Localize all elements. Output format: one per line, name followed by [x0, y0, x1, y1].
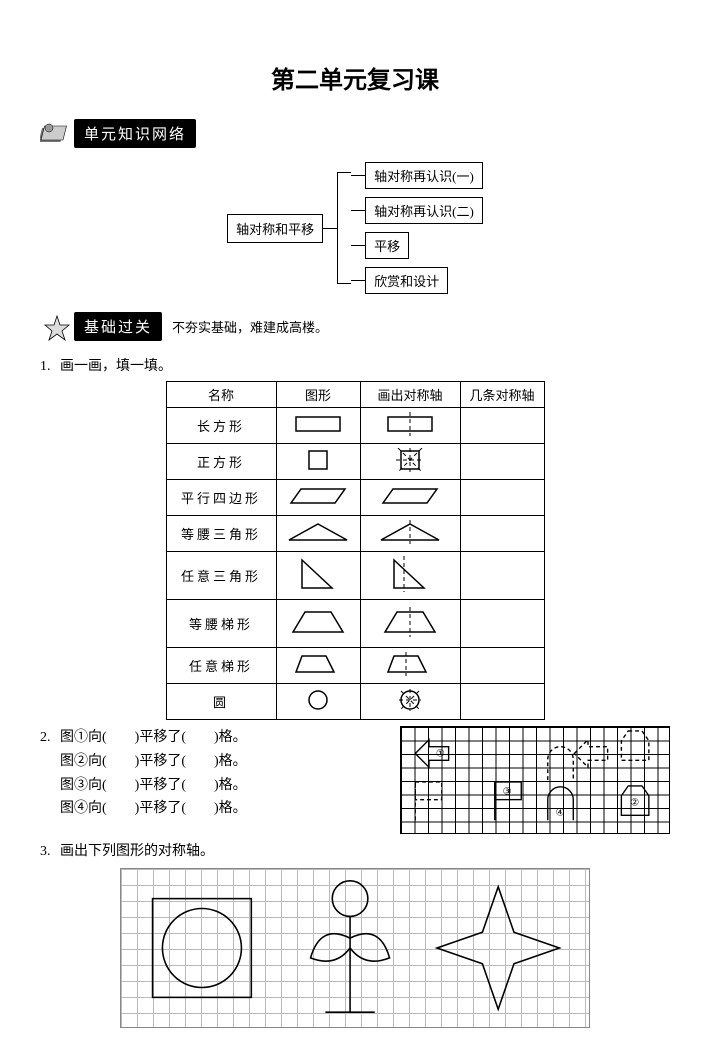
svg-text:①: ① [436, 748, 445, 759]
q1-num: 1. [40, 359, 60, 375]
shape-count [460, 684, 544, 720]
q3-shapes [121, 869, 589, 1027]
q2-line: 图②向( )平移了( )格。 [40, 750, 247, 774]
shape-name: 圆 [166, 684, 276, 720]
table-header: 几条对称轴 [460, 382, 544, 408]
concept-leaf: 轴对称再认识(二) [365, 197, 483, 224]
shape-name: 等腰梯形 [166, 600, 276, 648]
svg-text:②: ② [630, 798, 639, 809]
book-icon [40, 120, 74, 148]
shape-figure [276, 600, 360, 648]
q3-grid [120, 868, 590, 1028]
shape-figure [276, 444, 360, 480]
shape-symmetry [360, 648, 460, 684]
shape-symmetry [360, 516, 460, 552]
q3-stem: 画出下列图形的对称轴。 [60, 844, 214, 859]
svg-text:④: ④ [556, 807, 565, 818]
shape-figure [276, 648, 360, 684]
shape-count [460, 408, 544, 444]
table-row: 等腰三角形 [166, 516, 544, 552]
q3-num: 3. [40, 844, 60, 860]
star-icon [40, 313, 74, 341]
q2-line: 图③向( )平移了( )格。 [40, 774, 247, 798]
section-1-badge: 单元知识网络 [74, 119, 196, 148]
shape-figure [276, 516, 360, 552]
shape-name: 等腰三角形 [166, 516, 276, 552]
section-1-header: 单元知识网络 [40, 119, 670, 148]
concept-root: 轴对称和平移 [227, 214, 323, 243]
section-2-header: 基础过关 不夯实基础，难建成高楼。 [40, 312, 670, 341]
shape-table: 名称图形画出对称轴几条对称轴 长方形 正方形 平行四边形 等腰三角形 任意三角形… [166, 381, 545, 720]
shape-name: 平行四边形 [166, 480, 276, 516]
table-row: 长方形 [166, 408, 544, 444]
section-2-badge: 基础过关 [74, 312, 162, 341]
shape-symmetry [360, 684, 460, 720]
shape-figure [276, 552, 360, 600]
question-2: 2.图①向( )平移了( )格。图②向( )平移了( )格。图③向( )平移了(… [40, 726, 670, 834]
table-row: 等腰梯形 [166, 600, 544, 648]
shape-count [460, 648, 544, 684]
shape-name: 任意梯形 [166, 648, 276, 684]
shape-name: 任意三角形 [166, 552, 276, 600]
table-row: 任意梯形 [166, 648, 544, 684]
shape-symmetry [360, 552, 460, 600]
question-1: 1.画一画，填一填。 名称图形画出对称轴几条对称轴 长方形 正方形 平行四边形 … [40, 355, 670, 720]
svg-text:③: ③ [503, 787, 512, 798]
concept-leaf: 平移 [365, 232, 409, 259]
question-3: 3.画出下列图形的对称轴。 [40, 840, 670, 1028]
concept-map: 轴对称和平移 轴对称再认识(一) 轴对称再认识(二) 平移欣赏和设计 [40, 162, 670, 294]
shape-figure [276, 408, 360, 444]
table-header: 名称 [166, 382, 276, 408]
table-row: 圆 [166, 684, 544, 720]
shape-count [460, 516, 544, 552]
table-header: 图形 [276, 382, 360, 408]
table-row: 任意三角形 [166, 552, 544, 600]
section-2-tail: 不夯实基础，难建成高楼。 [172, 317, 328, 336]
shape-count [460, 480, 544, 516]
concept-leaf: 轴对称再认识(一) [365, 162, 483, 189]
shape-count [460, 600, 544, 648]
shape-name: 长方形 [166, 408, 276, 444]
q2-line: 图④向( )平移了( )格。 [40, 797, 247, 821]
q1-stem: 画一画，填一填。 [60, 359, 172, 374]
shape-figure [276, 480, 360, 516]
shape-figure [276, 684, 360, 720]
table-row: 正方形 [166, 444, 544, 480]
shape-symmetry [360, 480, 460, 516]
table-header: 画出对称轴 [360, 382, 460, 408]
shape-symmetry [360, 444, 460, 480]
shape-symmetry [360, 408, 460, 444]
table-row: 平行四边形 [166, 480, 544, 516]
shape-count [460, 444, 544, 480]
q2-shapes: ① ② ③ ④ [401, 727, 669, 833]
page-title: 第二单元复习课 [40, 60, 670, 95]
shape-name: 正方形 [166, 444, 276, 480]
q2-line: 2.图①向( )平移了( )格。 [40, 726, 247, 750]
concept-leaf: 欣赏和设计 [365, 267, 448, 294]
q2-grid: ① ② ③ ④ [400, 726, 670, 834]
shape-count [460, 552, 544, 600]
shape-symmetry [360, 600, 460, 648]
